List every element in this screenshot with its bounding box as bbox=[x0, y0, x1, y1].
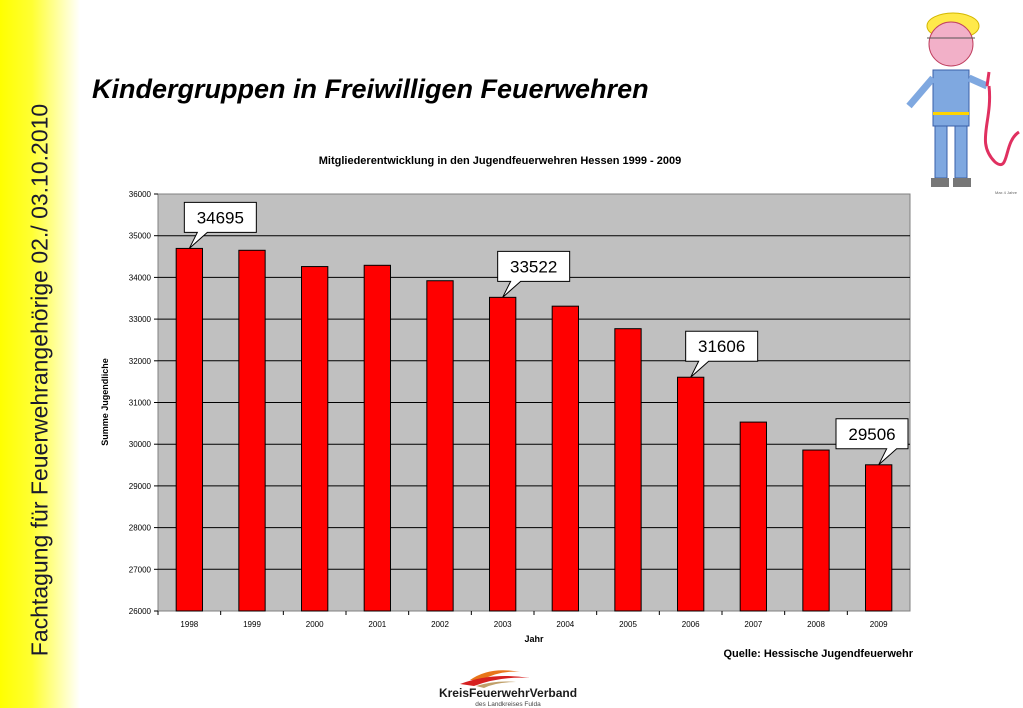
bar-1999 bbox=[238, 249, 266, 612]
side-band bbox=[0, 0, 80, 708]
callout-box bbox=[685, 330, 759, 378]
source-note: Quelle: Hessische Jugendfeuerwehr bbox=[723, 648, 913, 660]
x-tick-label: 2003 bbox=[494, 620, 512, 629]
callout-label: 34695 bbox=[197, 208, 244, 227]
y-tick-label: 29000 bbox=[129, 482, 152, 491]
side-event-text: Fachtagung für Feuerwehrangehörige 02./ … bbox=[26, 103, 53, 657]
x-tick-label: 1999 bbox=[243, 620, 261, 629]
bar-2005 bbox=[614, 328, 642, 612]
x-tick-label: 2008 bbox=[807, 620, 825, 629]
chart-title: Mitgliederentwicklung in den Jugendfeuer… bbox=[319, 155, 682, 167]
fire-hose-icon bbox=[983, 71, 1020, 166]
child-drawing-firefighter: Max 4 Jahre bbox=[906, 12, 1020, 195]
bar-2004 bbox=[551, 305, 579, 612]
callout-label: 29506 bbox=[848, 425, 895, 444]
bars bbox=[175, 247, 893, 612]
callout-box bbox=[835, 418, 909, 466]
callout-1998: 34695 bbox=[183, 201, 257, 249]
flame-swoosh-icon bbox=[476, 681, 516, 688]
kfv-logo: KreisFeuerwehrVerband des Landkreises Fu… bbox=[439, 670, 577, 708]
y-tick-label: 32000 bbox=[129, 357, 152, 366]
y-tick-label: 33000 bbox=[129, 315, 152, 324]
x-axis-label: Jahr bbox=[524, 634, 544, 644]
logo-subtext: des Landkreises Fulda bbox=[475, 701, 541, 708]
bar-2007 bbox=[739, 421, 767, 612]
body-icon bbox=[932, 69, 970, 127]
x-tick-label: 2001 bbox=[368, 620, 386, 629]
callout-2003: 33522 bbox=[497, 250, 571, 298]
bar-2008 bbox=[802, 449, 830, 612]
flame-swoosh-icon bbox=[470, 670, 520, 680]
y-axis-ticks: 26000 27000 28000 29000 30000 31000 32000 33000… bbox=[129, 190, 158, 616]
y-tick-label: 27000 bbox=[129, 565, 152, 574]
bar-2002 bbox=[426, 280, 454, 612]
x-tick-label: 2005 bbox=[619, 620, 637, 629]
drawing-caption: Max 4 Jahre bbox=[995, 190, 1018, 195]
face-icon bbox=[928, 21, 974, 67]
callout-box bbox=[183, 201, 257, 249]
x-tick-label: 1998 bbox=[180, 620, 198, 629]
y-tick-label: 31000 bbox=[129, 399, 152, 408]
x-tick-label: 2007 bbox=[744, 620, 762, 629]
gridlines bbox=[158, 235, 910, 570]
y-tick-label: 34000 bbox=[129, 273, 152, 282]
callout-2006: 31606 bbox=[685, 330, 759, 378]
logo-text: KreisFeuerwehrVerband bbox=[439, 686, 577, 700]
y-tick-label: 36000 bbox=[129, 190, 152, 199]
slide-title: Kindergruppen in Freiwilligen Feuerwehre… bbox=[92, 74, 649, 104]
y-tick-label: 35000 bbox=[129, 232, 152, 241]
callout-2009: 29506 bbox=[835, 418, 909, 466]
y-axis-label: Summe Jugendliche bbox=[100, 358, 110, 446]
bar-1998 bbox=[175, 247, 203, 612]
y-tick-label: 30000 bbox=[129, 440, 152, 449]
x-tick-label: 2006 bbox=[682, 620, 700, 629]
flame-swoosh-icon bbox=[460, 676, 530, 686]
value-callouts: 34695 33522 31606 29506 bbox=[183, 201, 909, 466]
x-tick-label: 2000 bbox=[306, 620, 324, 629]
callout-box bbox=[497, 250, 571, 298]
callout-label: 33522 bbox=[510, 257, 557, 276]
bar-2006 bbox=[677, 376, 705, 612]
x-tick-label: 2002 bbox=[431, 620, 449, 629]
bar-chart: Mitgliederentwicklung in den Jugendfeuer… bbox=[100, 155, 911, 644]
y-tick-label: 26000 bbox=[129, 607, 152, 616]
bar-2000 bbox=[301, 266, 329, 612]
x-tick-label: 2009 bbox=[870, 620, 888, 629]
y-tick-label: 28000 bbox=[129, 524, 152, 533]
bar-2009 bbox=[865, 464, 893, 612]
bar-2003 bbox=[489, 296, 517, 612]
x-axis-ticks: 1998 1999 2000 2001 2002 2003 2004 2005 2006 2007… bbox=[157, 611, 888, 629]
x-tick-label: 2004 bbox=[556, 620, 574, 629]
callout-label: 31606 bbox=[698, 337, 745, 356]
bar-2001 bbox=[363, 264, 391, 612]
